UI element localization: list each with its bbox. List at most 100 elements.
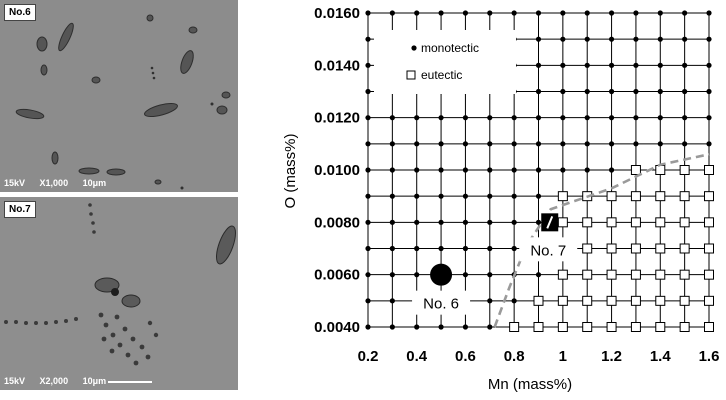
monotectic-point xyxy=(365,62,371,68)
eutectic-point xyxy=(630,243,641,254)
monotectic-point xyxy=(657,36,663,42)
monotectic-point xyxy=(365,324,371,330)
monotectic-point xyxy=(560,10,566,16)
monotectic-point xyxy=(462,10,469,16)
monotectic-point xyxy=(487,324,493,330)
x-tick-label: 0.6 xyxy=(455,348,476,365)
eutectic-point xyxy=(655,322,666,332)
monotectic-point xyxy=(633,141,639,147)
scale-label: 10μm xyxy=(82,178,107,188)
monotectic-point xyxy=(560,141,566,147)
monotectic-point xyxy=(462,219,469,225)
legend-eutectic-marker xyxy=(406,70,416,80)
monotectic-point xyxy=(462,245,469,252)
monotectic-point xyxy=(487,219,493,225)
monotectic-point xyxy=(365,88,371,95)
eutectic-point xyxy=(630,322,641,332)
eutectic-point xyxy=(679,165,690,175)
monotectic-point xyxy=(682,88,688,95)
monotectic-point xyxy=(365,115,371,121)
voltage-label: 15kV xyxy=(4,178,26,188)
monotectic-point xyxy=(584,141,590,147)
scale-bar-icon xyxy=(108,380,153,383)
monotectic-point xyxy=(462,141,469,147)
monotectic-point xyxy=(414,193,420,199)
eutectic-point xyxy=(704,322,714,332)
monotectic-point xyxy=(535,219,542,225)
monotectic-point xyxy=(535,115,542,121)
x-tick-label: 1.6 xyxy=(699,348,720,365)
monotectic-point xyxy=(389,219,395,225)
eutectic-point xyxy=(509,322,520,332)
monotectic-point xyxy=(487,298,493,304)
monotectic-point xyxy=(706,115,712,121)
monotectic-point xyxy=(682,10,688,16)
monotectic-point xyxy=(535,88,542,95)
monotectic-point xyxy=(633,115,639,121)
eutectic-point xyxy=(704,269,714,280)
eutectic-point xyxy=(704,243,714,254)
monotectic-point xyxy=(706,36,712,42)
monotectic-point xyxy=(438,219,444,225)
monotectic-point xyxy=(365,298,371,304)
y-tick-label: 0.0100 xyxy=(314,162,360,179)
eutectic-point xyxy=(606,217,617,228)
eutectic-point xyxy=(606,269,617,280)
legend-monotectic-label: monotectic xyxy=(421,41,479,55)
monotectic-point xyxy=(462,272,469,278)
monotectic-point xyxy=(511,167,517,173)
x-tick-label: 0.8 xyxy=(504,348,525,365)
eutectic-point xyxy=(582,217,593,228)
eutectic-point xyxy=(655,243,666,254)
magnification-label: X2,000 xyxy=(39,376,69,386)
y-tick-labels: 0.0040 0.0060 0.0080 0.0100 0.0120 0.0140 0.01… xyxy=(314,5,360,336)
monotectic-point xyxy=(633,62,639,68)
monotectic-point xyxy=(487,141,493,147)
monotectic-point xyxy=(462,167,469,173)
eutectic-point xyxy=(557,217,568,228)
monotectic-point xyxy=(608,167,615,173)
monotectic-point xyxy=(511,245,517,252)
monotectic-point xyxy=(511,141,517,147)
eutectic-point xyxy=(704,191,714,202)
monotectic-point xyxy=(657,62,663,68)
monotectic-point xyxy=(487,272,493,278)
monotectic-point xyxy=(438,324,444,330)
sample-no7-marker-slash xyxy=(546,215,554,229)
monotectic-point xyxy=(389,167,395,173)
monotectic-point xyxy=(608,10,615,16)
voltage-label: 15kV xyxy=(4,376,26,386)
monotectic-point xyxy=(682,115,688,121)
monotectic-point xyxy=(511,115,517,121)
monotectic-point xyxy=(462,193,469,199)
monotectic-point xyxy=(560,115,566,121)
monotectic-point xyxy=(438,167,444,173)
eutectic-point xyxy=(630,191,641,202)
monotectic-point xyxy=(584,115,590,121)
monotectic-point xyxy=(535,141,542,147)
monotectic-point xyxy=(389,298,395,304)
phase-diagram-chart: monotectic eutectic No. 6No. 7 0.00400.0… xyxy=(282,5,720,393)
monotectic-point xyxy=(365,36,371,42)
monotectic-point xyxy=(608,88,615,95)
monotectic-point xyxy=(633,36,639,42)
monotectic-point xyxy=(365,193,371,199)
monotectic-point xyxy=(414,324,420,330)
x-tick-label: 1 xyxy=(559,348,567,365)
eutectic-point xyxy=(679,191,690,202)
monotectic-point xyxy=(608,141,615,147)
monotectic-point xyxy=(608,36,615,42)
sample-no6-marker xyxy=(430,263,453,286)
sample-no7-label: No. 7 xyxy=(530,242,566,259)
monotectic-point xyxy=(438,245,444,252)
monotectic-point xyxy=(414,141,420,147)
eutectic-point xyxy=(582,295,593,306)
eutectic-point xyxy=(704,295,714,306)
monotectic-point xyxy=(511,10,517,16)
monotectic-point xyxy=(487,193,493,199)
monotectic-point xyxy=(389,141,395,147)
legend-eutectic-label: eutectic xyxy=(421,68,462,82)
monotectic-point xyxy=(511,298,517,304)
sample-no7-label-background xyxy=(519,237,578,262)
micrograph-info: 15kV X1,000 10μm xyxy=(4,178,118,188)
